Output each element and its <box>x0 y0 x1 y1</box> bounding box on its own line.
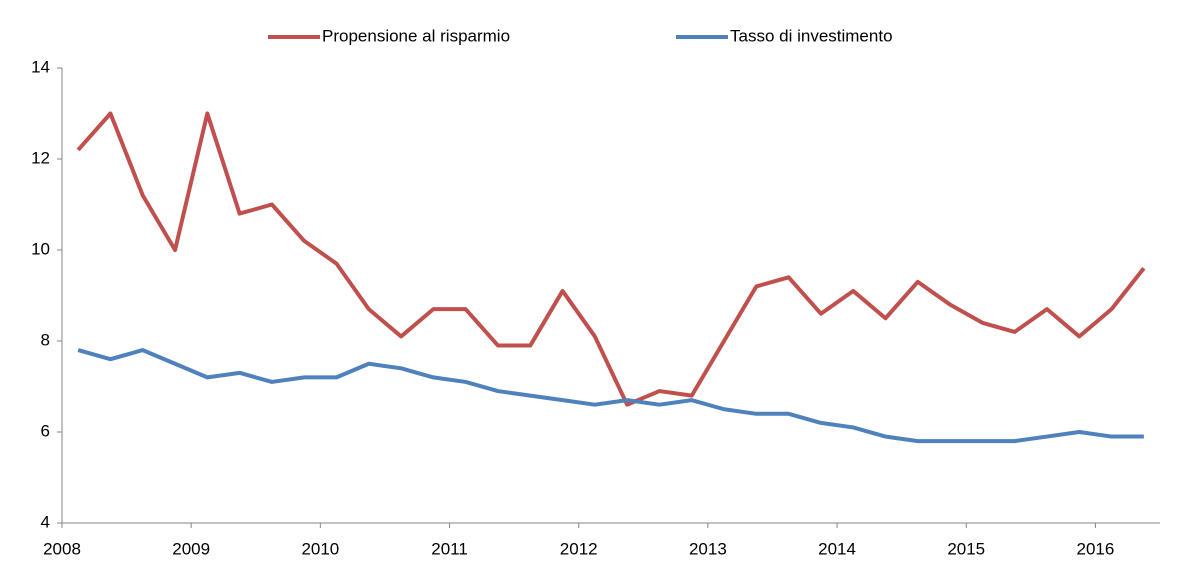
x-tick-label: 2009 <box>172 539 210 558</box>
x-tick-label: 2015 <box>947 539 985 558</box>
x-tick-label: 2013 <box>689 539 727 558</box>
series-line <box>76 111 1146 407</box>
x-tick-label: 2012 <box>560 539 598 558</box>
series-line <box>77 348 1144 444</box>
x-tick-label: 2014 <box>818 539 856 558</box>
y-tick-label: 10 <box>31 239 50 258</box>
y-tick-label: 8 <box>41 330 50 349</box>
y-tick-label: 12 <box>31 148 50 167</box>
y-tick-label: 4 <box>41 512 50 531</box>
x-tick-label: 2008 <box>43 539 81 558</box>
x-tick-label: 2011 <box>431 539 468 558</box>
x-tick-label: 2016 <box>1076 539 1114 558</box>
y-tick-label: 14 <box>31 57 50 76</box>
y-tick-label: 6 <box>41 421 50 440</box>
x-tick-label: 2010 <box>301 539 339 558</box>
legend-label: Tasso di investimento <box>730 26 893 45</box>
legend-label: Propensione al risparmio <box>322 26 510 45</box>
